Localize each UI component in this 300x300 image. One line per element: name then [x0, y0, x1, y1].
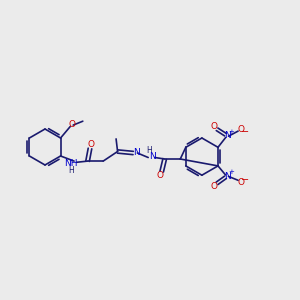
Text: N: N [133, 148, 140, 157]
Text: N: N [224, 172, 231, 181]
Text: O: O [68, 120, 76, 129]
Text: O: O [238, 178, 244, 187]
Text: O: O [211, 122, 218, 131]
Text: O: O [157, 171, 164, 180]
Text: −: − [241, 175, 249, 185]
Text: H: H [146, 146, 152, 155]
Text: N: N [149, 152, 155, 161]
Text: H: H [68, 166, 74, 175]
Text: O: O [211, 182, 218, 191]
Text: NH: NH [64, 159, 78, 168]
Text: +: + [229, 129, 234, 135]
Text: N: N [224, 131, 231, 140]
Text: O: O [238, 125, 244, 134]
Text: +: + [229, 169, 234, 175]
Text: −: − [241, 127, 249, 137]
Text: O: O [87, 140, 94, 149]
